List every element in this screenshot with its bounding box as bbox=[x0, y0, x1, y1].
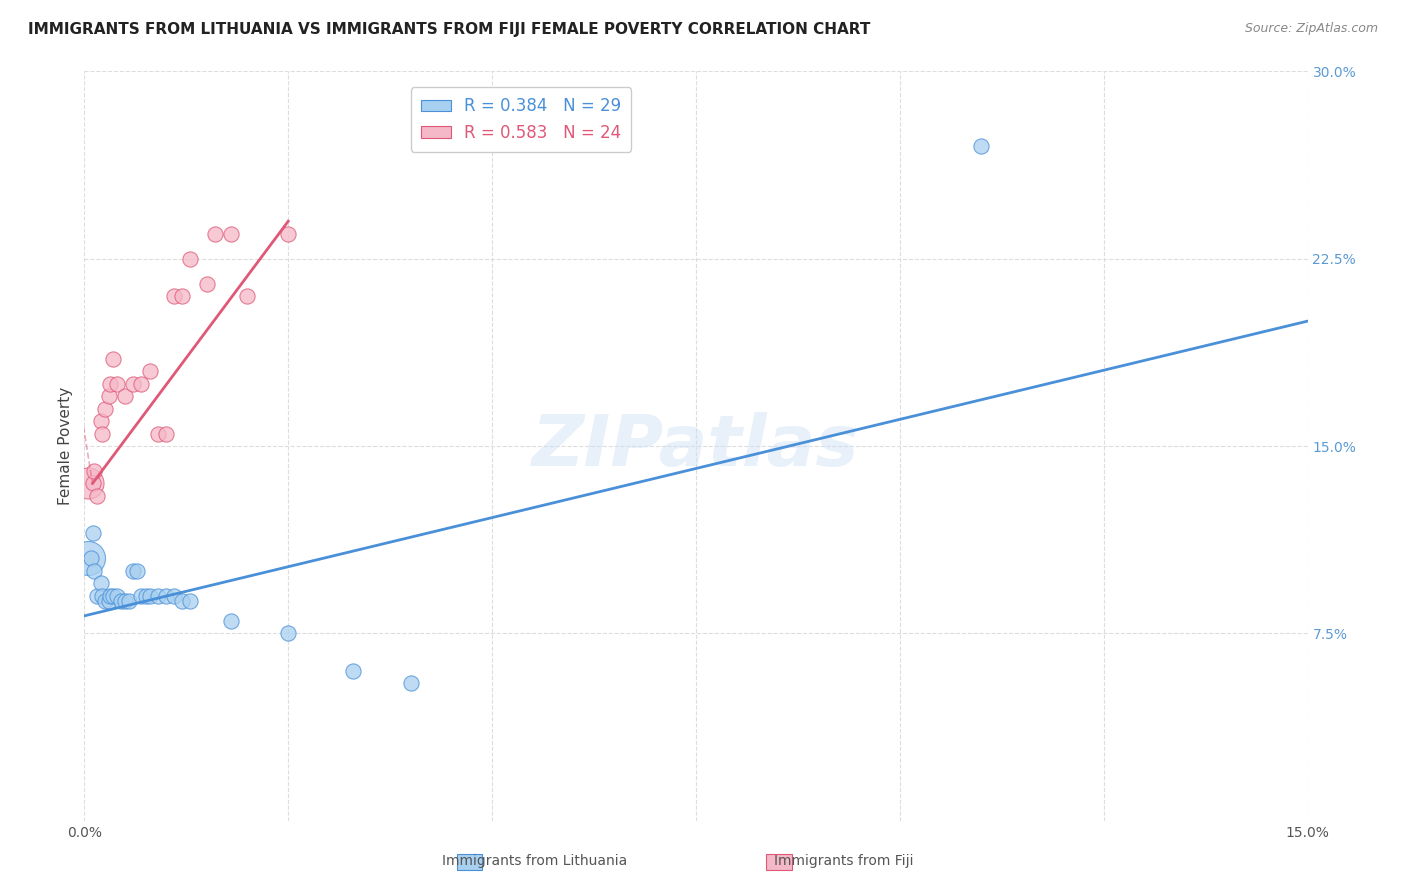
Point bbox=[127, 564, 149, 578]
Point bbox=[97, 389, 120, 403]
Point bbox=[82, 476, 104, 491]
Point bbox=[163, 289, 186, 303]
Point bbox=[80, 551, 103, 566]
Point bbox=[77, 551, 100, 566]
Point bbox=[138, 589, 160, 603]
Point bbox=[91, 589, 114, 603]
Point bbox=[90, 414, 112, 428]
Point bbox=[105, 589, 128, 603]
Point bbox=[399, 676, 422, 690]
Point bbox=[179, 594, 201, 608]
Point bbox=[110, 594, 132, 608]
Text: Immigrants from Lithuania: Immigrants from Lithuania bbox=[441, 854, 627, 868]
Point bbox=[163, 589, 186, 603]
Point bbox=[172, 289, 194, 303]
Point bbox=[82, 526, 104, 541]
Point bbox=[970, 139, 993, 153]
Point bbox=[93, 401, 115, 416]
Point bbox=[155, 426, 177, 441]
Point bbox=[146, 426, 169, 441]
Point bbox=[114, 389, 136, 403]
Point bbox=[277, 626, 299, 640]
Point bbox=[86, 589, 108, 603]
Point bbox=[101, 351, 124, 366]
Point bbox=[179, 252, 201, 266]
Point bbox=[155, 589, 177, 603]
Text: ZIPatlas: ZIPatlas bbox=[533, 411, 859, 481]
Point bbox=[277, 227, 299, 241]
Point bbox=[83, 564, 105, 578]
Point bbox=[219, 614, 242, 628]
Point bbox=[93, 594, 115, 608]
Point bbox=[83, 464, 105, 478]
Text: Source: ZipAtlas.com: Source: ZipAtlas.com bbox=[1244, 22, 1378, 36]
Point bbox=[122, 564, 145, 578]
Y-axis label: Female Poverty: Female Poverty bbox=[58, 387, 73, 505]
Point bbox=[122, 376, 145, 391]
Point bbox=[131, 376, 153, 391]
Point bbox=[118, 594, 141, 608]
Text: Immigrants from Fiji: Immigrants from Fiji bbox=[773, 854, 914, 868]
Point bbox=[172, 594, 194, 608]
Point bbox=[146, 589, 169, 603]
Point bbox=[90, 576, 112, 591]
Point bbox=[101, 589, 124, 603]
Point bbox=[131, 589, 153, 603]
Legend: R = 0.384   N = 29, R = 0.583   N = 24: R = 0.384 N = 29, R = 0.583 N = 24 bbox=[411, 87, 631, 152]
Point bbox=[91, 426, 114, 441]
Text: IMMIGRANTS FROM LITHUANIA VS IMMIGRANTS FROM FIJI FEMALE POVERTY CORRELATION CHA: IMMIGRANTS FROM LITHUANIA VS IMMIGRANTS … bbox=[28, 22, 870, 37]
Point bbox=[100, 376, 122, 391]
Point bbox=[138, 364, 160, 378]
Point bbox=[114, 594, 136, 608]
Point bbox=[204, 227, 226, 241]
Point bbox=[86, 489, 108, 503]
Point bbox=[195, 277, 218, 291]
Point bbox=[97, 594, 120, 608]
Point bbox=[77, 476, 100, 491]
Point bbox=[100, 589, 122, 603]
Point bbox=[135, 589, 157, 603]
Point bbox=[342, 664, 364, 678]
Point bbox=[105, 376, 128, 391]
Point bbox=[219, 227, 242, 241]
Point bbox=[236, 289, 259, 303]
